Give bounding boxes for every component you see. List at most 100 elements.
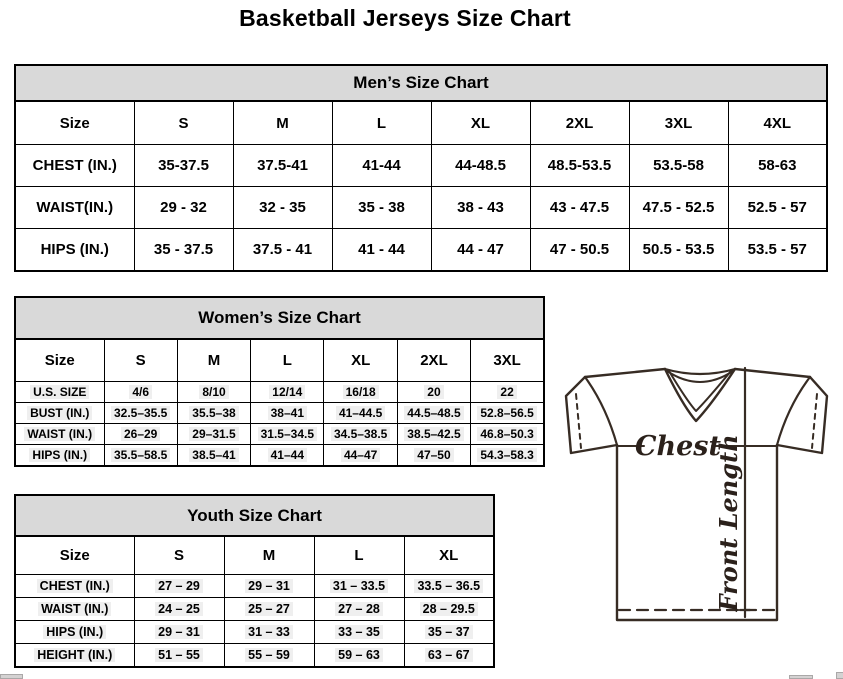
table-row: CHEST (IN.) 27 – 29 29 – 31 31 – 33.5 33.5 –… (14, 574, 495, 598)
row-label: CHEST (IN.) (14, 574, 135, 598)
col-header-l: L (331, 100, 432, 145)
col-header-4xl: 4XL (727, 100, 828, 145)
col-header-m: M (176, 338, 252, 382)
col-header-xl: XL (430, 100, 531, 145)
collar-v-inner (668, 370, 732, 412)
ui-fragment-left (0, 674, 23, 679)
size-cell: 52.8–56.5 (470, 402, 545, 424)
table-title-row: Youth Size Chart (14, 494, 495, 537)
col-header-s: S (133, 100, 234, 145)
row-label: HIPS (IN.) (14, 444, 105, 467)
table-title-row: Men’s Size Chart (14, 64, 828, 102)
size-cell: 32 - 35 (232, 186, 333, 229)
table-title: Youth Size Chart (14, 494, 495, 537)
left-cuff-dashed-line (575, 393, 582, 449)
size-cell: 24 – 25 (133, 597, 225, 621)
size-cell: 35 - 38 (331, 186, 432, 229)
size-cell: 58-63 (727, 144, 828, 187)
col-header-s: S (133, 535, 225, 575)
col-header-l: L (250, 338, 325, 382)
womens-size-table: Women’s Size Chart Size S M L XL 2XL 3XL U.S. S… (14, 296, 545, 467)
size-cell: 54.3–58.3 (470, 444, 545, 467)
size-cell: 33 – 35 (313, 620, 405, 644)
size-cell: 28 – 29.5 (403, 597, 495, 621)
right-sleeve-outline (775, 375, 829, 455)
col-header-m: M (223, 535, 315, 575)
size-cell: 16/18 (323, 381, 398, 403)
size-cell: 53.5-58 (628, 144, 729, 187)
col-header-xl: XL (403, 535, 495, 575)
table-row: HIPS (IN.) 35 - 37.5 37.5 - 41 41 - 44 44 - … (14, 228, 828, 272)
size-cell: 44–47 (323, 444, 398, 467)
size-cell: 38.5–42.5 (396, 423, 472, 445)
right-armhole-seam (775, 375, 812, 447)
right-cuff-dashed-line (811, 393, 818, 449)
collar-v-outer (663, 367, 737, 423)
table-row: BUST (IN.) 32.5–35.5 35.5–38 38–41 41–44.5 44… (14, 402, 545, 424)
size-cell: 4/6 (103, 381, 178, 403)
col-header-2xl: 2XL (529, 100, 630, 145)
size-cell: 41–44.5 (323, 402, 398, 424)
row-label: CHEST (IN.) (14, 144, 135, 187)
size-cell: 20 (396, 381, 472, 403)
ui-fragment-right (836, 672, 843, 679)
collar-back-arc (663, 367, 737, 376)
size-cell: 47–50 (396, 444, 472, 467)
size-cell: 35 – 37 (403, 620, 495, 644)
row-label: U.S. SIZE (14, 381, 105, 403)
size-cell: 53.5 - 57 (727, 228, 828, 272)
table-title: Men’s Size Chart (14, 64, 828, 102)
left-armhole-seam (583, 375, 619, 447)
table-row: HIPS (IN.) 35.5–58.5 38.5–41 41–44 44–47 47–5… (14, 444, 545, 467)
col-header-size: Size (14, 535, 135, 575)
row-label: HIPS (IN.) (14, 620, 135, 644)
size-cell: 12/14 (250, 381, 325, 403)
size-cell: 29 – 31 (133, 620, 225, 644)
size-cell: 55 – 59 (223, 643, 315, 668)
size-cell: 31 – 33.5 (313, 574, 405, 598)
size-cell: 50.5 - 53.5 (628, 228, 729, 272)
row-label: WAIST(IN.) (14, 186, 135, 229)
size-cell: 41-44 (331, 144, 432, 187)
size-cell: 33.5 – 36.5 (403, 574, 495, 598)
size-cell: 8/10 (176, 381, 252, 403)
size-cell: 35.5–38 (176, 402, 252, 424)
size-cell: 52.5 - 57 (727, 186, 828, 229)
size-cell: 38–41 (250, 402, 325, 424)
column-header-row: Size S M L XL 2XL 3XL 4XL (14, 100, 828, 145)
table-row: WAIST(IN.) 29 - 32 32 - 35 35 - 38 38 - 43 43… (14, 186, 828, 229)
size-cell: 29 – 31 (223, 574, 315, 598)
size-cell: 29 - 32 (133, 186, 234, 229)
col-header-3xl: 3XL (470, 338, 545, 382)
size-cell: 41–44 (250, 444, 325, 467)
size-cell: 34.5–38.5 (323, 423, 398, 445)
row-label: BUST (IN.) (14, 402, 105, 424)
front-length-label: Front Length (714, 434, 743, 612)
table-row: WAIST (IN.) 24 – 25 25 – 27 27 – 28 28 – 29.… (14, 597, 495, 621)
size-cell: 46.8–50.3 (470, 423, 545, 445)
col-header-xl: XL (323, 338, 398, 382)
size-cell: 38 - 43 (430, 186, 531, 229)
size-cell: 37.5-41 (232, 144, 333, 187)
table-row: CHEST (IN.) 35-37.5 37.5-41 41-44 44-48.5 48.… (14, 144, 828, 187)
size-cell: 41 - 44 (331, 228, 432, 272)
col-header-size: Size (14, 100, 135, 145)
row-label: HEIGHT (IN.) (14, 643, 135, 668)
size-cell: 29–31.5 (176, 423, 252, 445)
row-label: WAIST (IN.) (14, 597, 135, 621)
jersey-right-shoulder (733, 367, 812, 379)
column-header-row: Size S M L XL 2XL 3XL (14, 338, 545, 382)
size-cell: 27 – 28 (313, 597, 405, 621)
mens-size-table: Men’s Size Chart Size S M L XL 2XL 3XL 4XL CHEST… (14, 64, 828, 272)
left-sleeve-outline (564, 375, 619, 455)
chest-label: Chest (635, 431, 721, 462)
size-cell: 59 – 63 (313, 643, 405, 668)
size-cell: 37.5 - 41 (232, 228, 333, 272)
size-cell: 44.5–48.5 (396, 402, 472, 424)
size-cell: 51 – 55 (133, 643, 225, 668)
table-row: HIPS (IN.) 29 – 31 31 – 33 33 – 35 35 – 37 (14, 620, 495, 644)
column-header-row: Size S M L XL (14, 535, 495, 575)
jersey-body-outline (615, 443, 779, 622)
col-header-2xl: 2XL (396, 338, 472, 382)
